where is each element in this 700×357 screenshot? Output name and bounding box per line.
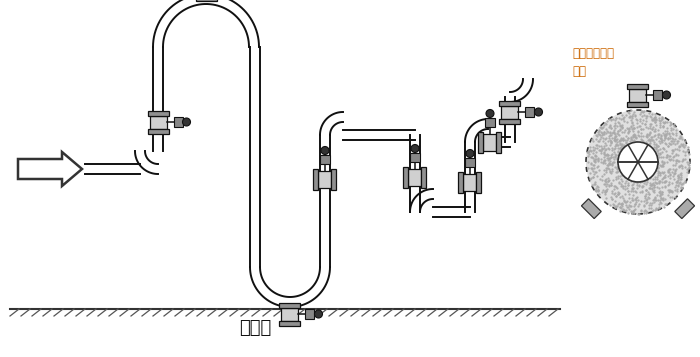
Bar (279, 321, 300, 326)
Text: 允许任意角度
安装: 允许任意角度 安装 (572, 47, 614, 78)
Bar (403, 166, 409, 187)
Circle shape (586, 110, 690, 214)
Bar (174, 117, 183, 127)
Bar (675, 199, 694, 218)
Bar (500, 119, 521, 124)
Circle shape (618, 142, 658, 182)
Bar (629, 89, 647, 101)
Bar (500, 101, 521, 106)
Bar (496, 131, 501, 152)
Circle shape (466, 150, 474, 157)
Bar (526, 107, 535, 117)
Circle shape (411, 145, 419, 152)
Bar (148, 111, 169, 116)
Bar (582, 199, 601, 218)
Bar (458, 171, 463, 192)
Bar (318, 171, 332, 187)
Bar (501, 106, 519, 119)
Circle shape (183, 118, 190, 126)
Bar (484, 134, 496, 151)
Bar (148, 129, 169, 134)
Bar (320, 155, 330, 164)
Bar (410, 152, 420, 161)
Bar (477, 171, 482, 192)
Bar (281, 307, 298, 321)
Bar (463, 174, 477, 191)
Bar (279, 302, 300, 307)
Circle shape (486, 110, 494, 117)
Bar (305, 309, 314, 319)
Circle shape (314, 310, 323, 318)
Circle shape (535, 108, 542, 116)
Bar (479, 131, 484, 152)
Bar (332, 169, 337, 190)
Polygon shape (18, 152, 82, 186)
Bar (627, 84, 648, 89)
Bar (485, 117, 495, 126)
Bar (465, 157, 475, 166)
Circle shape (662, 91, 671, 99)
Bar (150, 116, 167, 129)
Bar (314, 169, 318, 190)
Bar (421, 166, 426, 187)
Bar (627, 101, 648, 106)
Circle shape (321, 146, 329, 155)
Bar (409, 169, 421, 186)
Text: 水平面: 水平面 (239, 319, 271, 337)
Bar (654, 90, 662, 100)
